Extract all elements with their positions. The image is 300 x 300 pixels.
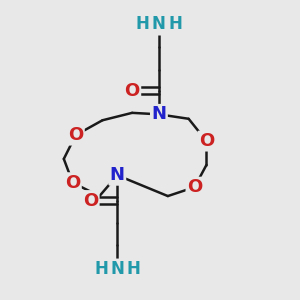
Text: H: H bbox=[168, 15, 182, 33]
Text: N: N bbox=[110, 260, 124, 278]
Text: H: H bbox=[136, 15, 149, 33]
Text: O: O bbox=[65, 174, 80, 192]
Text: O: O bbox=[199, 132, 214, 150]
Text: H: H bbox=[94, 260, 108, 278]
Text: O: O bbox=[124, 82, 140, 100]
Text: O: O bbox=[68, 126, 83, 144]
Text: N: N bbox=[110, 166, 125, 184]
Text: O: O bbox=[187, 178, 202, 196]
Text: H: H bbox=[127, 260, 141, 278]
Text: N: N bbox=[152, 105, 166, 123]
Text: N: N bbox=[152, 15, 166, 33]
Text: O: O bbox=[83, 191, 98, 209]
Text: H: H bbox=[152, 16, 166, 34]
